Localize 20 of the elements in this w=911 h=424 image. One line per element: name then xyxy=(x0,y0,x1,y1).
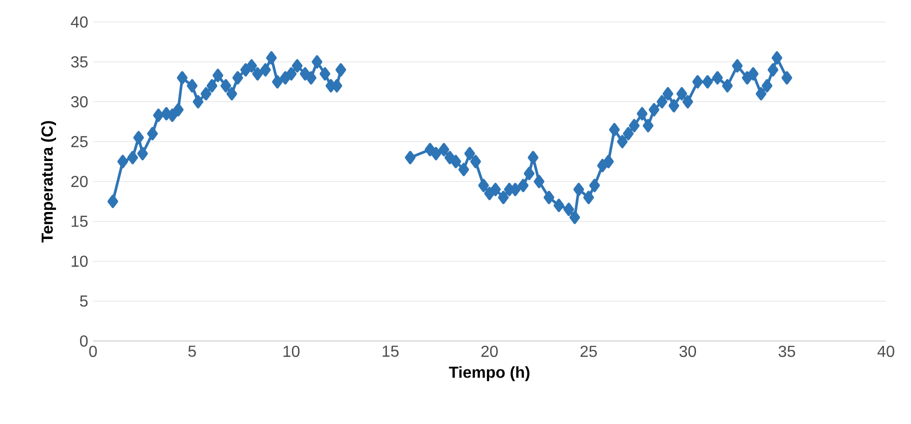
y-tick-label: 0 xyxy=(80,335,88,347)
y-tick-label: 20 xyxy=(71,176,88,188)
x-tick-label: 40 xyxy=(877,346,894,358)
y-tick-label: 15 xyxy=(72,216,88,227)
y-tick-label: 10 xyxy=(72,256,88,267)
y-tick-label: 30 xyxy=(71,96,88,108)
x-tick-label: 30 xyxy=(679,346,696,358)
x-tick-label: 35 xyxy=(778,346,796,358)
x-tick-label: 5 xyxy=(188,346,196,357)
x-tick-label: 25 xyxy=(580,346,597,358)
y-tick-label: 25 xyxy=(71,136,88,148)
y-axis-title: Temperatura (C) xyxy=(41,121,56,242)
y-tick-label: 40 xyxy=(70,16,88,28)
x-tick-label: 20 xyxy=(481,346,498,358)
y-tick-label: 35 xyxy=(71,56,88,68)
x-axis-title: Tiempo (h) xyxy=(448,366,530,382)
x-tick-label: 10 xyxy=(284,346,300,358)
x-tick-label: 15 xyxy=(382,346,399,357)
x-tick-label: 0 xyxy=(89,346,97,358)
y-tick-label: 5 xyxy=(80,296,88,307)
